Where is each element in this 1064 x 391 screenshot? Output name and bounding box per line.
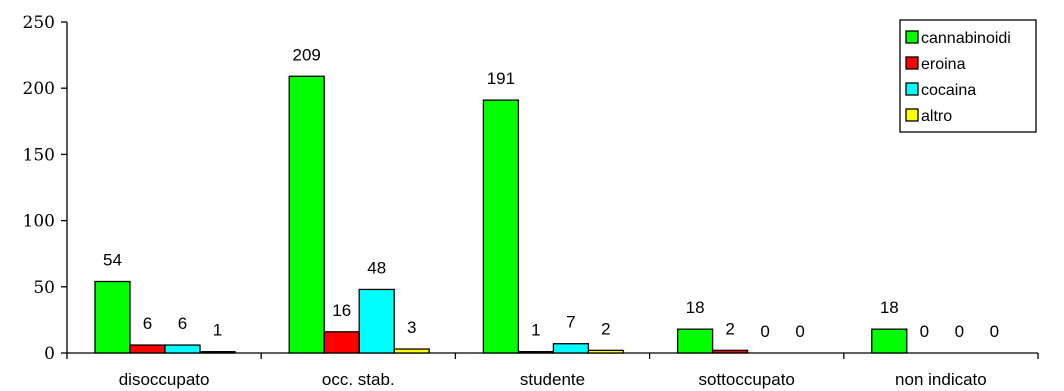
x-tick-label: disoccupato — [119, 370, 210, 389]
y-tick-label: 150 — [23, 145, 55, 165]
bar-cocaina — [164, 344, 201, 354]
data-label-altro: 2 — [601, 319, 610, 338]
data-label-cannabinoidi: 54 — [103, 251, 122, 270]
data-label-altro: 3 — [407, 318, 416, 337]
bar-eroina — [323, 331, 360, 354]
bar-altro — [199, 351, 236, 354]
data-label-cannabinoidi: 191 — [487, 69, 515, 88]
bar-eroina — [711, 349, 749, 354]
y-tick-label: 0 — [44, 344, 55, 364]
data-label-cocaina: 6 — [178, 314, 187, 333]
y-tick-label: 250 — [23, 13, 55, 33]
bar-cannabinoidi — [288, 75, 325, 354]
bar-cannabinoidi — [482, 99, 520, 354]
legend-label-eroina: eroina — [921, 56, 966, 73]
data-label-cannabinoidi: 209 — [293, 45, 321, 64]
data-label-cocaina: 0 — [955, 322, 964, 341]
data-label-cannabinoidi: 18 — [880, 298, 899, 317]
bar-eroina — [129, 344, 166, 354]
legend: cannabinoidi eroina cocaina altro — [899, 19, 1037, 133]
legend-swatch-cannabinoidi — [905, 30, 919, 44]
data-label-eroina: 0 — [920, 322, 929, 341]
bars — [94, 75, 908, 354]
bar-altro — [587, 349, 625, 354]
data-label-cannabinoidi: 18 — [686, 298, 705, 317]
y-tick-label: 100 — [23, 212, 55, 232]
legend-label-altro: altro — [921, 108, 952, 125]
bar-cocaina — [358, 288, 395, 354]
y-tick-label: 50 — [33, 278, 55, 298]
data-label-cocaina: 0 — [760, 322, 769, 341]
data-label-altro: 0 — [990, 322, 999, 341]
bar-cannabinoidi — [94, 280, 131, 354]
data-labels: 54 209 191 18 18 6 16 1 2 0 6 48 7 0 0 1 3 2 0 0 — [103, 45, 999, 341]
x-tick-label: non indicato — [895, 370, 987, 389]
data-label-eroina: 1 — [531, 321, 540, 340]
x-tick-label: studente — [520, 370, 585, 389]
data-label-eroina: 6 — [143, 314, 152, 333]
data-label-cocaina: 48 — [367, 258, 386, 277]
data-label-altro: 1 — [213, 321, 222, 340]
bar-cocaina — [552, 343, 590, 354]
data-label-cocaina: 7 — [566, 313, 575, 332]
bar-eroina — [517, 351, 555, 354]
legend-box — [899, 19, 1037, 133]
bar-cannabinoidi — [871, 328, 908, 354]
legend-label-cannabinoidi: cannabinoidi — [921, 30, 1011, 47]
bar-altro — [393, 348, 430, 354]
data-label-eroina: 16 — [332, 301, 351, 320]
legend-swatch-altro — [905, 108, 919, 122]
legend-swatch-cocaina — [905, 82, 919, 96]
data-label-altro: 0 — [795, 322, 804, 341]
x-tick-label: occ. stab. — [322, 370, 395, 389]
legend-swatch-eroina — [905, 56, 919, 70]
data-label-eroina: 2 — [725, 319, 734, 338]
legend-label-cocaina: cocaina — [921, 82, 976, 99]
bar-cannabinoidi — [676, 328, 714, 354]
x-tick-label: sottoccupato — [698, 370, 794, 389]
y-tick-label: 200 — [23, 79, 55, 99]
